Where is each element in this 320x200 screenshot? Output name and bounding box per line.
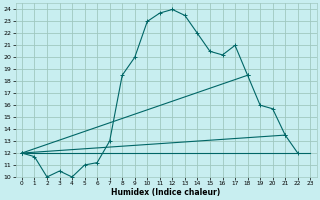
X-axis label: Humidex (Indice chaleur): Humidex (Indice chaleur) [111, 188, 221, 197]
